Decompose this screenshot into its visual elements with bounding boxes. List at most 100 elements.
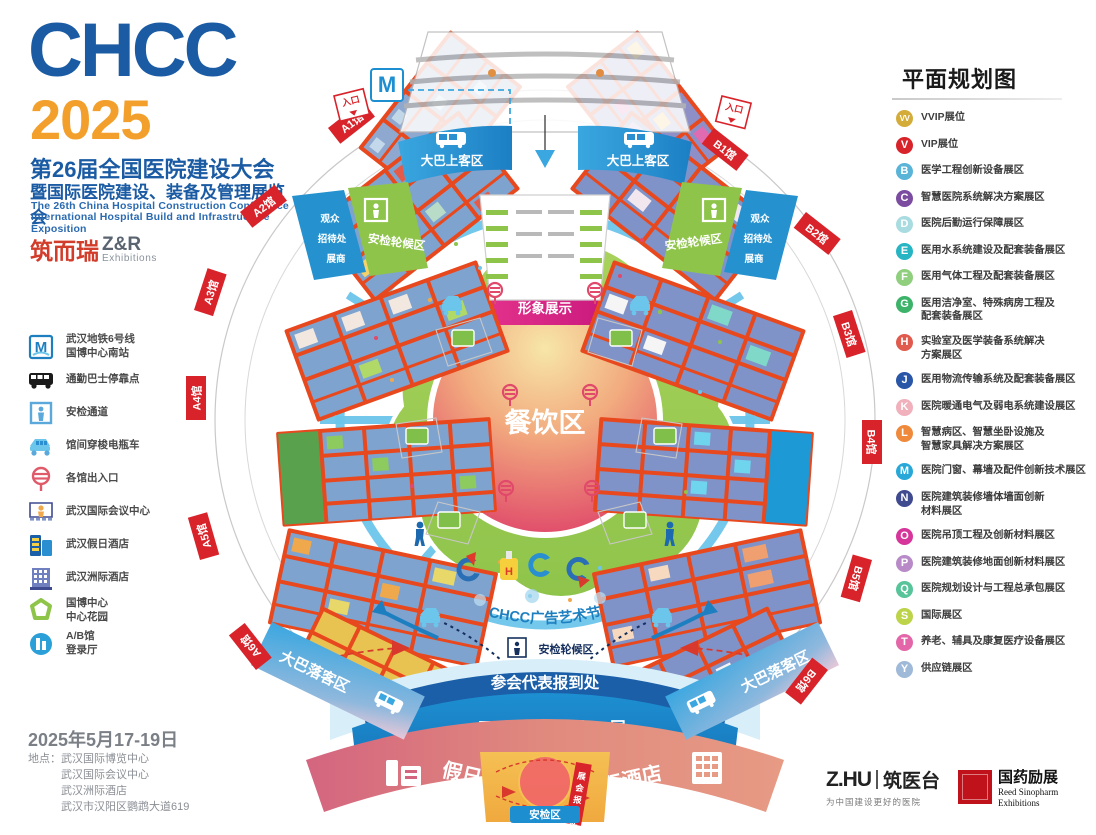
shuttle-cart-icon bbox=[28, 433, 54, 459]
map-legend-item-entrance: 各馆出入口 bbox=[28, 462, 228, 495]
zone-badge-p: P bbox=[896, 554, 913, 572]
svg-text:会: 会 bbox=[573, 782, 585, 794]
confetti bbox=[374, 238, 722, 602]
zone-legend-item-c[interactable]: C 智慧医院系统解决方案展区 bbox=[896, 189, 1096, 207]
zone-badge-f: F bbox=[896, 269, 913, 286]
zone-badge-e: E bbox=[896, 242, 913, 260]
zone-legend-item-m[interactable]: M 医院门窗、幕墙及配件创新技术展区 bbox=[896, 463, 1096, 481]
shuttle-cart-markers bbox=[420, 296, 672, 628]
zone-badge-t: T bbox=[896, 634, 913, 652]
zone-legend-item-v[interactable]: V VIP展位 bbox=[896, 136, 1096, 154]
zone-legend-item-d[interactable]: D 医院后勤运行保障展区 bbox=[896, 216, 1096, 233]
map-legend-label: 武汉地铁6号线 国博中心南站 bbox=[66, 333, 135, 359]
address-line-3: 武汉市汉阳区鹦鹉大道619 bbox=[61, 800, 190, 813]
map-legend-label: 武汉洲际酒店 bbox=[66, 570, 129, 583]
legend-divider bbox=[892, 98, 1062, 100]
address-label: 地点： bbox=[28, 753, 61, 765]
zone-legend-item-s[interactable]: S 国际展区 bbox=[896, 607, 1096, 625]
zone-legend-item-y[interactable]: Y 供应链展区 bbox=[896, 660, 1096, 678]
zone-legend-item-l[interactable]: L 智慧病区、智慧坐卧设施及 智慧家具解决方案展区 bbox=[896, 425, 1096, 454]
bus-boarding-left-label: 大巴上客区 bbox=[421, 153, 484, 168]
zone-legend-item-f[interactable]: F 医用气体工程及配套装备展区 bbox=[896, 269, 1096, 286]
zone-legend-label: 医用洁净室、特殊病房工程及 配套装备展区 bbox=[921, 297, 1055, 323]
zone-legend-label: 医院门窗、幕墙及配件创新技术展区 bbox=[921, 465, 1086, 477]
map-legend-label: 馆间穿梭电瓶车 bbox=[66, 438, 140, 451]
zhuyitai-tagline: 为中国建设更好的医院 bbox=[826, 797, 922, 807]
zone-legend-item-p[interactable]: P 医院建筑装修地面创新材料展区 bbox=[896, 554, 1096, 572]
zone-legend-item-t[interactable]: T 养老、辅具及康复医疗设备展区 bbox=[896, 634, 1096, 652]
entrance-tag-right: 入口 bbox=[714, 95, 753, 130]
bus-icon bbox=[28, 367, 54, 393]
zhuyitai-cn: 筑医台 bbox=[883, 771, 941, 792]
zone-badge-k: K bbox=[896, 398, 913, 416]
map-legend-item-security-gate: 安检通道 bbox=[28, 396, 228, 429]
convention-icon bbox=[28, 499, 54, 525]
zone-legend-item-n[interactable]: N 医院建筑装修墙体墙面创新 材料展区 bbox=[896, 489, 1096, 519]
zone-legend-label: 国际展区 bbox=[921, 609, 963, 621]
zone-badge-l: L bbox=[896, 425, 913, 443]
bus-boarding-right-label: 大巴上客区 bbox=[607, 153, 670, 168]
entrance-icon bbox=[28, 466, 54, 492]
svg-text:H: H bbox=[505, 566, 513, 578]
reed-cn: 国药励展 bbox=[998, 769, 1059, 787]
audience-right-a: 观众 bbox=[749, 213, 770, 225]
svg-text:入口: 入口 bbox=[723, 101, 744, 115]
zone-legend-label: 智慧病区、智慧坐卧设施及 智慧家具解决方案展区 bbox=[921, 427, 1045, 452]
zone-legend-item-h[interactable]: H 实验室及医学装备系统解决 方案展区 bbox=[896, 333, 1096, 363]
audience-left-b: 招待处 bbox=[318, 233, 347, 245]
address-line-1: 武汉国际会议中心 bbox=[61, 768, 149, 781]
address-line-0: 武汉国际博览中心 bbox=[61, 753, 149, 765]
entrance-tag-left: 入口 bbox=[333, 87, 371, 123]
zone-legend-item-b[interactable]: B 医学工程创新设备展区 bbox=[896, 163, 1096, 180]
zone-legend-label: 医院吊顶工程及创新材料展区 bbox=[921, 530, 1055, 542]
zone-legend-item-vv[interactable]: VV VVIP展位 bbox=[896, 110, 1096, 127]
metro-letter: M bbox=[377, 72, 397, 97]
audience-right-c: 展商 bbox=[744, 253, 764, 265]
zone-badge-g: G bbox=[896, 295, 913, 313]
zhuyitai-mark: Z.HU bbox=[826, 767, 872, 791]
map-legend-label: 通勤巴士停靠点 bbox=[66, 372, 140, 385]
zhuyitai-logo: Z.HU 筑医台 为中国建设更好的医院 bbox=[826, 766, 940, 808]
registration-label: 参会代表报到处 bbox=[491, 673, 600, 692]
svg-text:报: 报 bbox=[572, 794, 583, 805]
reed-sinopharm-logo: 国药励展 Reed Sinopharm Exhibitions bbox=[958, 766, 1058, 808]
map-legend-label: 国博中心 中心花园 bbox=[66, 597, 108, 623]
zone-legend-label: 养老、辅具及康复医疗设备展区 bbox=[921, 636, 1066, 648]
expo-registration-vertical-label: 展 bbox=[576, 770, 588, 782]
map-svg: 餐饮区 形象展示 bbox=[186, 30, 882, 827]
plan-legend-panel: 平面规划图 VV VVIP展位 V VIP展位 B 医学工程创新设备展区 C 智慧医院系统解决… bbox=[884, 0, 1096, 835]
zone-legend-item-q[interactable]: Q 医院规划设计与工程总承包展区 bbox=[896, 581, 1096, 599]
map-legend-label: 各馆出入口 bbox=[66, 471, 119, 484]
zone-legend-label: 医院后勤运行保障展区 bbox=[921, 218, 1024, 229]
map-legend-label: 武汉假日酒店 bbox=[66, 537, 129, 550]
zone-legend-item-e[interactable]: E 医用水系统建设及配套装备展区 bbox=[896, 242, 1096, 260]
zone-badge-m: M bbox=[896, 463, 913, 481]
audience-left-a: 观众 bbox=[319, 213, 340, 225]
zone-badge-n: N bbox=[896, 489, 913, 507]
zone-badge-y: Y bbox=[896, 660, 913, 678]
map-legend-item-garden: 国博中心 中心花园 bbox=[28, 594, 228, 627]
zr-exhibitions-logo: 筑而瑞 Z&R Exhibitions bbox=[30, 232, 157, 266]
reed-en2: Exhibitions bbox=[998, 797, 1040, 808]
zone-legend-item-g[interactable]: G 医用洁净室、特殊病房工程及 配套装备展区 bbox=[896, 295, 1096, 325]
svg-text:M: M bbox=[35, 339, 48, 356]
zone-badge-o: O bbox=[896, 528, 913, 546]
map-legend-item-metro: M 武汉地铁6号线 国博中心南站 bbox=[28, 330, 228, 363]
zone-legend-label: 供应链展区 bbox=[921, 662, 973, 674]
floor-plan-map[interactable]: 餐饮区 形象展示 bbox=[180, 0, 910, 835]
zone-legend-label: 智慧医院系统解决方案展区 bbox=[921, 191, 1045, 203]
zone-legend-item-j[interactable]: J 医用物流传输系统及配套装备展区 bbox=[896, 372, 1096, 390]
zr-logo-cn: 筑而瑞 bbox=[30, 238, 99, 264]
security-waiting-label: 安检轮候区 bbox=[539, 642, 594, 656]
conference-subtitle-en: International Hospital Build and Infrast… bbox=[31, 211, 270, 235]
zr-logo-abbr: Z&R bbox=[102, 234, 142, 255]
conference-subtitle-cn: 暨国际医院建设、装备及管理展览会 bbox=[30, 183, 285, 227]
art-festival-letters: H bbox=[456, 551, 606, 606]
hall-tag-b4: B4馆 bbox=[865, 429, 879, 454]
zone-badge-vv: VV bbox=[896, 110, 913, 127]
zone-legend-item-k[interactable]: K 医院暖通电气及弱电系统建设展区 bbox=[896, 398, 1096, 416]
zone-legend-item-o[interactable]: O 医院吊顶工程及创新材料展区 bbox=[896, 528, 1096, 546]
zone-legend-label: 实验室及医学装备系统解决 方案展区 bbox=[921, 335, 1045, 361]
map-legend-item-intercontinental: 武汉洲际酒店 bbox=[28, 561, 228, 594]
entrance-markers bbox=[486, 281, 604, 502]
